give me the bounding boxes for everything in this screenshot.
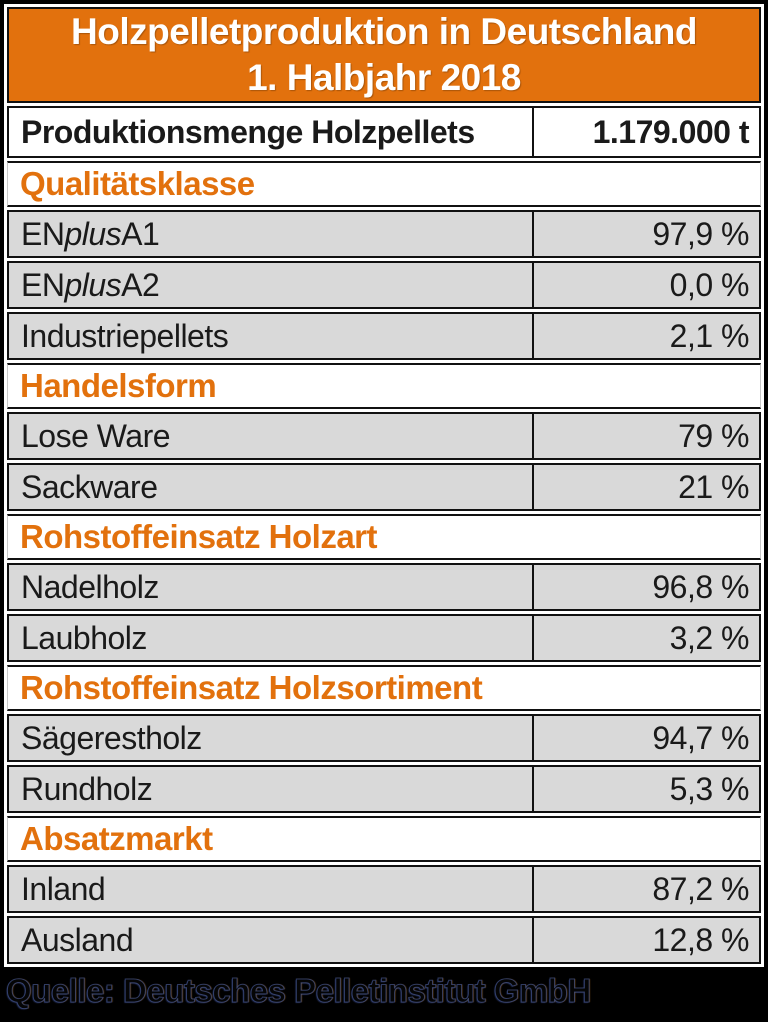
data-row: Sackware 21 % <box>7 463 761 511</box>
title-block: Holzpelletproduktion in Deutschland 1. H… <box>7 7 761 103</box>
row-label-part: Inland <box>21 870 106 907</box>
summary-row: Produktionsmenge Holzpellets 1.179.000 t <box>7 106 761 158</box>
row-value: 5,3 % <box>669 770 750 807</box>
row-label: Sägerestholz <box>9 716 534 760</box>
section-header-row: Rohstoffeinsatz Holzsortiment <box>7 665 761 711</box>
row-label-part: Laubholz <box>21 619 147 656</box>
data-row: Rundholz 5,3 % <box>7 765 761 813</box>
data-row: Industriepellets 2,1 % <box>7 312 761 360</box>
data-row: EN plus A2 0,0 % <box>7 261 761 309</box>
row-label-part: Nadelholz <box>21 568 159 605</box>
row-label: Rundholz <box>9 767 534 811</box>
row-label-part: EN <box>21 266 65 303</box>
data-row: EN plus A1 97,9 % <box>7 210 761 258</box>
row-label-part: Sackware <box>21 468 158 505</box>
row-label-part: Rundholz <box>21 770 153 807</box>
row-label-part: Ausland <box>21 921 134 958</box>
row-label-part: Industriepellets <box>21 317 229 354</box>
row-label: Sackware <box>9 465 534 509</box>
row-label-part: EN <box>21 215 65 252</box>
row-label: Inland <box>9 867 534 911</box>
row-label-part: A2 <box>121 266 160 303</box>
table-sheet: Holzpelletproduktion in Deutschland 1. H… <box>4 4 764 967</box>
section-heading: Qualitätsklasse <box>20 165 255 202</box>
data-row: Ausland 12,8 % <box>7 916 761 964</box>
row-value: 12,8 % <box>652 921 749 958</box>
data-row: Laubholz 3,2 % <box>7 614 761 662</box>
row-value: 97,9 % <box>652 215 749 252</box>
source-text: Quelle: Deutsches Pelletinstitut GmbH <box>6 972 592 1010</box>
row-value: 87,2 % <box>652 870 749 907</box>
row-label-part: Lose Ware <box>21 417 171 454</box>
summary-label: Produktionsmenge Holzpellets <box>9 108 534 156</box>
data-row: Nadelholz 96,8 % <box>7 563 761 611</box>
section-heading: Handelsform <box>20 367 217 404</box>
section-heading: Absatzmarkt <box>20 820 213 857</box>
section-header-row: Qualitätsklasse <box>7 161 761 207</box>
row-value: 0,0 % <box>669 266 750 303</box>
row-value: 96,8 % <box>652 568 749 605</box>
row-label: Ausland <box>9 918 534 962</box>
section-heading: Rohstoffeinsatz Holzart <box>20 518 378 555</box>
row-label-part-italic: plus <box>64 266 122 303</box>
section-header-row: Absatzmarkt <box>7 816 761 862</box>
data-row: Lose Ware 79 % <box>7 412 761 460</box>
row-value: 94,7 % <box>652 719 749 756</box>
row-label-part: A1 <box>121 215 160 252</box>
row-value: 2,1 % <box>669 317 750 354</box>
section-header-row: Handelsform <box>7 363 761 409</box>
section-header-row: Rohstoffeinsatz Holzart <box>7 514 761 560</box>
row-label: EN plus A1 <box>9 212 534 256</box>
row-label: Nadelholz <box>9 565 534 609</box>
row-label: Laubholz <box>9 616 534 660</box>
row-value: 21 % <box>678 468 749 505</box>
row-label: Lose Ware <box>9 414 534 458</box>
row-value: 79 % <box>678 417 749 454</box>
section-heading: Rohstoffeinsatz Holzsortiment <box>20 669 483 706</box>
row-label-part-italic: plus <box>64 215 122 252</box>
data-row: Inland 87,2 % <box>7 865 761 913</box>
summary-value: 1.179.000 t <box>592 113 750 150</box>
source-footer: Quelle: Deutsches Pelletinstitut GmbH <box>0 967 768 1022</box>
title-line-2: 1. Halbjahr 2018 <box>247 57 521 98</box>
data-row: Sägerestholz 94,7 % <box>7 714 761 762</box>
title-line-1: Holzpelletproduktion in Deutschland <box>71 11 697 52</box>
row-label: EN plus A2 <box>9 263 534 307</box>
row-label: Industriepellets <box>9 314 534 358</box>
row-value: 3,2 % <box>669 619 750 656</box>
row-label-part: Sägerestholz <box>21 719 202 756</box>
